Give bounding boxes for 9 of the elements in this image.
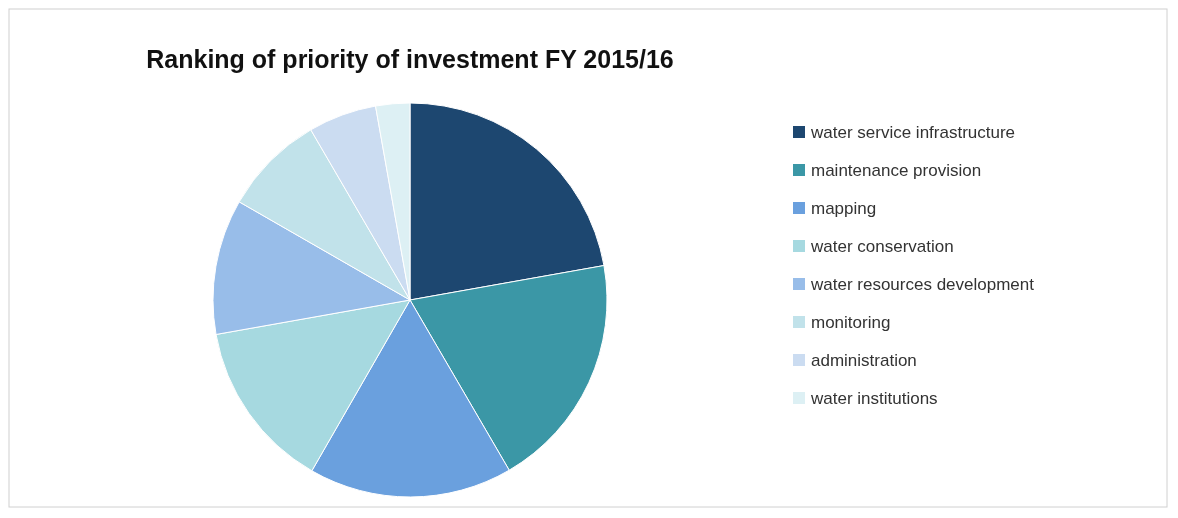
legend-label: maintenance provision [811, 161, 982, 180]
legend-label: water conservation [810, 237, 954, 256]
chart-title: Ranking of priority of investment FY 2015/16 [146, 45, 674, 73]
legend-label: water resources development [810, 275, 1035, 294]
legend-label: water service infrastructure [810, 123, 1016, 142]
legend-label: water institutions [810, 389, 938, 408]
legend-label: administration [811, 351, 917, 370]
legend-label: mapping [811, 199, 877, 218]
legend-label: monitoring [811, 313, 891, 332]
